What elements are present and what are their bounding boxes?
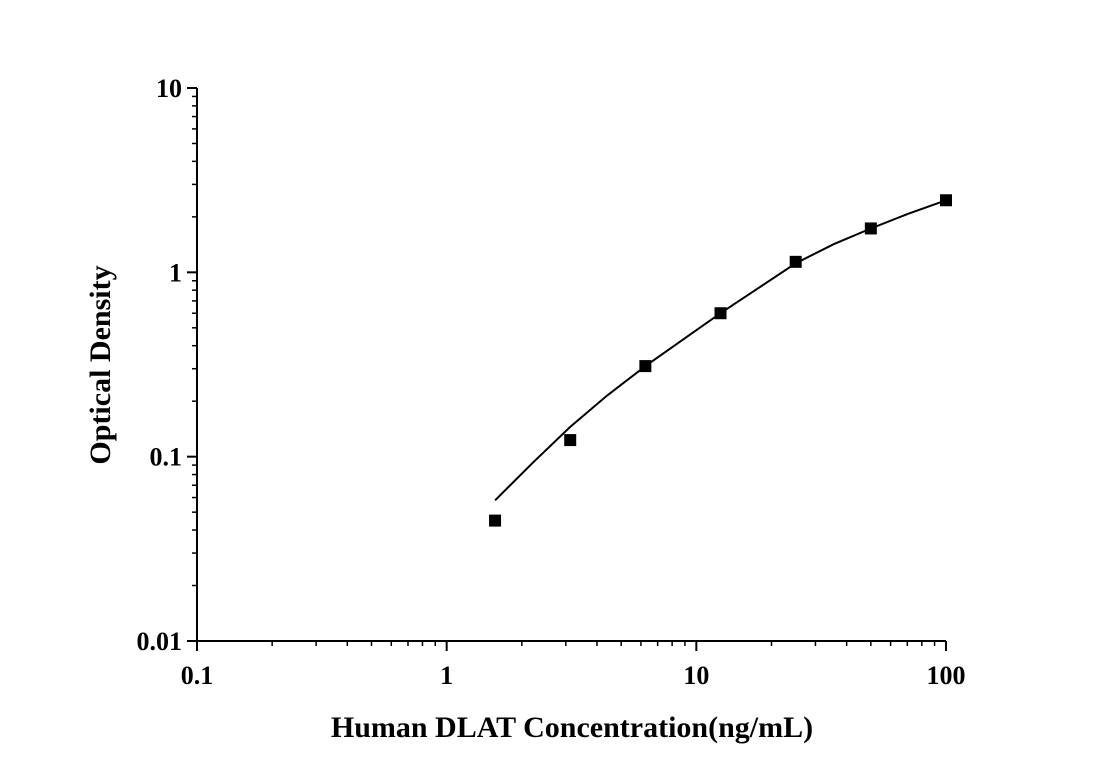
y-axis-title: Optical Density (84, 265, 117, 464)
data-point (940, 194, 952, 207)
x-tick-label: 1 (440, 661, 453, 690)
fit-curve-line (494, 199, 947, 502)
data-point (714, 307, 727, 320)
y-tick-label: 0.01 (137, 627, 183, 656)
x-tick-label: 10 (683, 661, 709, 690)
y-tick-label: 1 (169, 258, 182, 287)
data-point (789, 255, 802, 268)
data-point (489, 514, 502, 527)
x-tick-label: 0.1 (181, 661, 214, 690)
x-tick-label: 100 (927, 661, 966, 690)
plot-area: 0.1 1 10 100 0.01 0.1 1 10 (137, 74, 966, 690)
y-tick-label: 10 (156, 74, 182, 103)
x-axis-title: Human DLAT Concentration(ng/mL) (331, 711, 813, 744)
data-point (564, 434, 577, 447)
y-tick-label: 0.1 (150, 443, 183, 472)
data-point (639, 360, 652, 373)
data-point (864, 222, 877, 235)
